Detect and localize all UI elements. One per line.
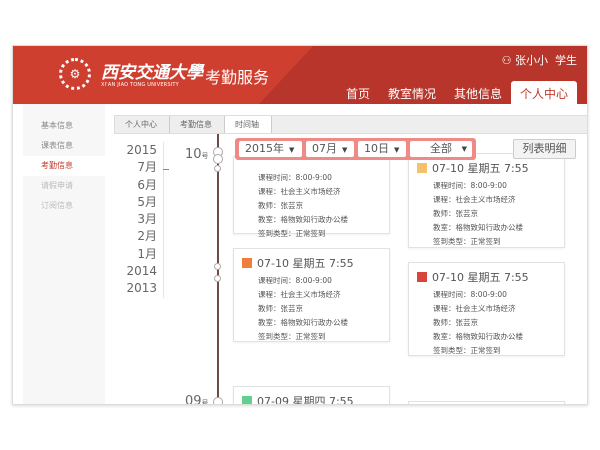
month-item[interactable]: 3月: [137, 212, 157, 227]
card-course: 课程：社会主义市场经济: [433, 304, 516, 313]
sidebar-item-schedule[interactable]: 课表信息: [41, 141, 73, 150]
sidebar-item-attendance[interactable]: 考勤信息: [23, 156, 105, 176]
university-seal-icon: ⚙: [59, 58, 91, 90]
checkin-icon: [242, 396, 252, 404]
card-checkin-type: 签到类型：正常签到: [258, 229, 326, 238]
date-filter-bar: 2015年 ▼ 07月 ▼ 10日 ▼ 全部 ▼: [235, 138, 476, 160]
card-title: 07-10 星期五 7:55: [257, 257, 354, 270]
sidebar-item-subscribe[interactable]: 订阅信息: [41, 201, 73, 210]
attendance-card: 课程时间：8:00-9:00 课程：社会主义市场经济 教师：张芸京 教室：格物致…: [233, 156, 390, 238]
user-name: 张小小: [515, 54, 548, 67]
card-title: 07-09 星期四 7:55: [257, 395, 354, 405]
university-name: 西安交通大學: [101, 63, 203, 83]
header: ⚙ 西安交通大學 XI'AN JIAO TONG UNIVERSITY 考勤服务…: [13, 46, 587, 104]
card-course-time: 课程时间：8:00-9:00: [258, 276, 332, 285]
card-teacher: 教师：张芸京: [258, 201, 303, 210]
card-classroom: 教室：格物致知行政办公楼: [258, 318, 348, 327]
user-icon: ⚇: [501, 54, 512, 67]
card-course: 课程：社会主义市场经济: [433, 195, 516, 204]
card-course-time: 课程时间：8:00-9:00: [258, 173, 332, 182]
chevron-down-icon: ▼: [342, 146, 348, 154]
user-role: 学生: [555, 54, 577, 67]
card-course: 课程：社会主义市场经济: [258, 187, 341, 196]
year-item[interactable]: 2013: [126, 281, 157, 296]
sidebar-item-leave[interactable]: 请假申请: [41, 181, 73, 190]
card-teacher: 教师：张芸京: [258, 304, 303, 313]
timeline-node: [213, 397, 223, 404]
card-course: 课程：社会主义市场经济: [258, 290, 341, 299]
day-label: 10号: [185, 147, 209, 162]
breadcrumb-item[interactable]: 个人中心: [115, 116, 170, 133]
card-course-time: 课程时间：8:00-9:00: [433, 181, 507, 190]
month-item[interactable]: 5月: [137, 194, 157, 209]
card-checkin-type: 签到类型：正常签到: [433, 237, 501, 246]
sidebar-item-basic-info[interactable]: 基本信息: [41, 121, 73, 130]
nav-personal-center[interactable]: 个人中心: [510, 81, 577, 104]
app-title: 考勤服务: [205, 68, 270, 87]
year-item[interactable]: 2015: [126, 143, 157, 157]
card-title: 07-10 星期五 7:55: [432, 271, 529, 284]
year-select[interactable]: 2015年 ▼: [239, 141, 302, 157]
app-window: ⚙ 西安交通大學 XI'AN JIAO TONG UNIVERSITY 考勤服务…: [12, 45, 588, 405]
chevron-down-icon: ▼: [289, 146, 295, 154]
month-item[interactable]: 2月: [137, 229, 157, 244]
checkin-icon: [417, 272, 427, 282]
nav-home[interactable]: 首页: [345, 87, 370, 101]
card-checkin-type: 签到类型：正常签到: [258, 332, 326, 341]
month-item[interactable]: 1月: [137, 246, 157, 261]
attendance-card: 07-09 星期四 7:55: [233, 386, 390, 405]
type-select[interactable]: 全部 ▼: [410, 141, 472, 157]
day-label: 09号: [185, 394, 209, 405]
chevron-down-icon: ▼: [461, 145, 467, 153]
checkin-icon: [242, 258, 252, 268]
card-checkin-type: 签到类型：正常签到: [433, 346, 501, 355]
breadcrumb-current: 时间轴: [225, 116, 272, 133]
main-nav: 首页 教室情况 其他信息 个人中心: [337, 81, 577, 104]
month-item[interactable]: 7月: [137, 160, 157, 175]
timeline-node: [214, 165, 221, 172]
nav-classroom[interactable]: 教室情况: [387, 87, 436, 101]
year-item[interactable]: 2014: [126, 264, 157, 279]
attendance-card: 07-10 星期五 7:55 课程时间：8:00-9:00 课程：社会主义市场经…: [408, 153, 565, 248]
month-select[interactable]: 07月 ▼: [306, 141, 354, 157]
card-title: 07-10 星期五 7:55: [432, 162, 529, 175]
nav-other-info[interactable]: 其他信息: [453, 87, 502, 101]
university-name-en: XI'AN JIAO TONG UNIVERSITY: [101, 82, 179, 88]
card-teacher: 教师：张芸京: [433, 318, 478, 327]
month-item[interactable]: 6月: [137, 177, 157, 192]
timeline-node: [214, 275, 221, 282]
card-course-time: 课程时间：8:00-9:00: [433, 290, 507, 299]
attendance-card: [408, 401, 565, 404]
card-classroom: 教室：格物致知行政办公楼: [258, 215, 348, 224]
timeline-node: [214, 263, 221, 270]
attendance-card: 07-10 星期五 7:55 课程时间：8:00-9:00 课程：社会主义市场经…: [233, 248, 390, 342]
card-teacher: 教师：张芸京: [433, 209, 478, 218]
breadcrumb-item[interactable]: 考勤信息: [170, 116, 225, 133]
list-detail-button[interactable]: 列表明细: [513, 139, 576, 159]
attendance-card: 07-10 星期五 7:55 课程时间：8:00-9:00 课程：社会主义市场经…: [408, 262, 565, 356]
card-classroom: 教室：格物致知行政办公楼: [433, 223, 523, 232]
timeline-node: [213, 154, 223, 164]
breadcrumb: 个人中心 考勤信息 时间轴: [114, 115, 587, 134]
year-month-nav: 2015 7月 6月 5月 3月 2月 1月 2014 2013: [115, 142, 164, 298]
checkin-icon: [417, 163, 427, 173]
current-month-marker: [163, 169, 169, 170]
chevron-down-icon: ▼: [394, 146, 400, 154]
user-info[interactable]: ⚇ 张小小 学生: [502, 52, 577, 68]
card-classroom: 教室：格物致知行政办公楼: [433, 332, 523, 341]
sidebar: 基本信息 课表信息 考勤信息 请假申请 订阅信息: [23, 104, 105, 404]
day-select[interactable]: 10日 ▼: [358, 141, 406, 157]
